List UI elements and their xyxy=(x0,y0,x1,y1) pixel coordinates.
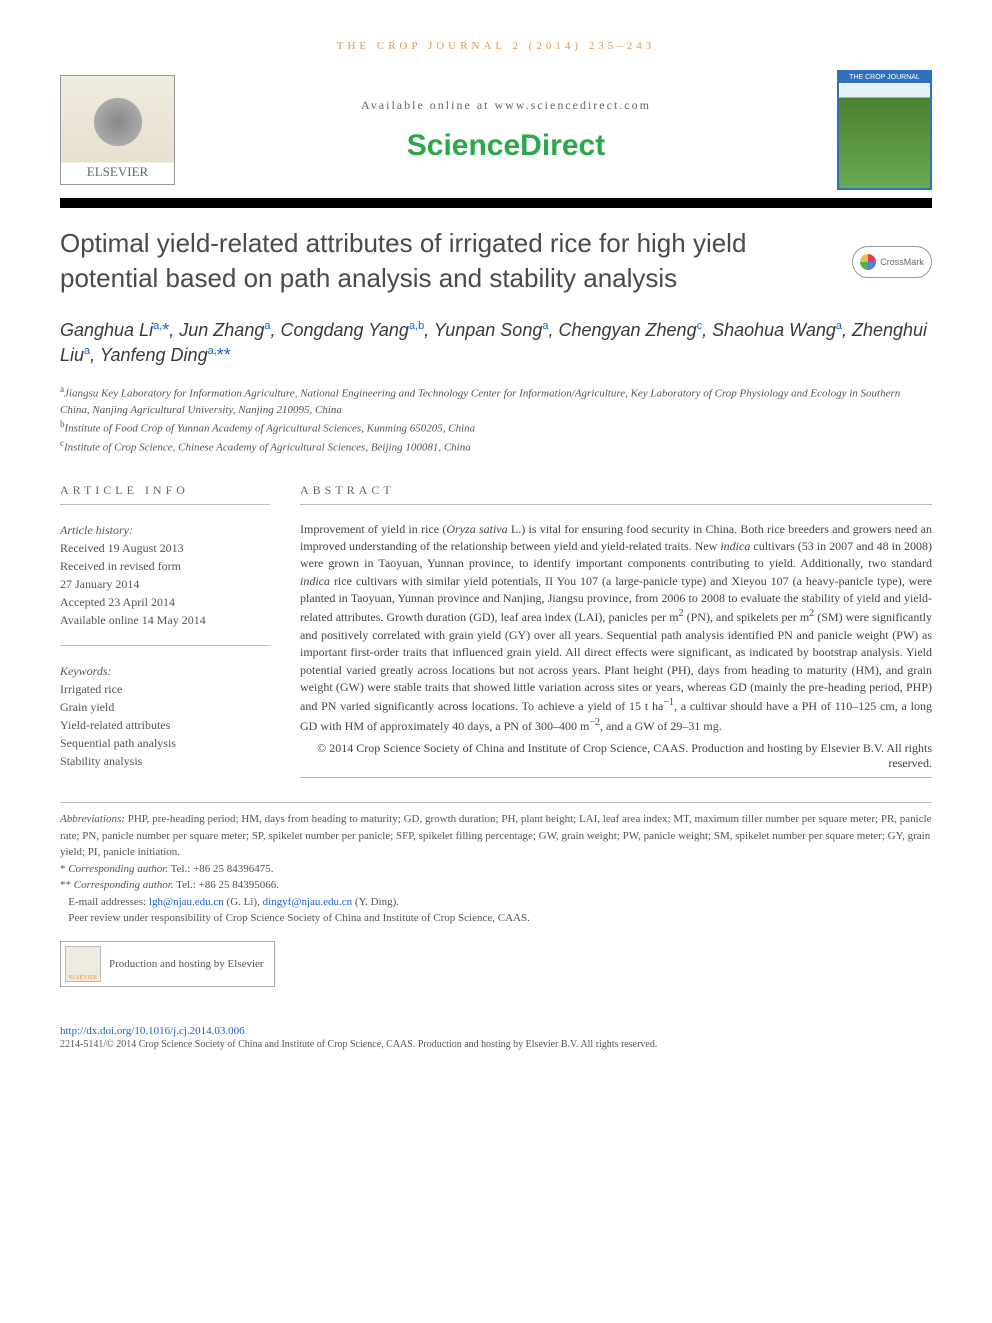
keyword: Yield-related attributes xyxy=(60,716,270,734)
crossmark-badge[interactable]: CrossMark xyxy=(852,246,932,278)
history-line: Received in revised form xyxy=(60,557,270,575)
journal-cover-thumbnail: THE CROP JOURNAL xyxy=(837,70,932,190)
journal-reference: THE CROP JOURNAL 2 (2014) 235–243 xyxy=(60,40,932,52)
available-online-text: Available online at www.sciencedirect.co… xyxy=(175,98,837,113)
corresponding-author-2: ** Corresponding author. Tel.: +86 25 84… xyxy=(60,877,932,894)
elsevier-mini-logo: ELSEVIER xyxy=(65,946,101,982)
divider xyxy=(60,802,932,803)
history-line: Received 19 August 2013 xyxy=(60,539,270,557)
divider-bar xyxy=(60,198,932,208)
abstract-heading: ABSTRACT xyxy=(300,483,932,498)
email-link[interactable]: dingyf@njau.edu.cn xyxy=(263,896,353,908)
history-line: Accepted 23 April 2014 xyxy=(60,593,270,611)
elsevier-logo: ELSEVIER xyxy=(60,75,175,185)
divider xyxy=(300,504,932,505)
affiliation: aJiangsu Key Laboratory for Information … xyxy=(60,383,932,419)
affiliation: bInstitute of Food Crop of Yunnan Academ… xyxy=(60,418,932,437)
tree-icon xyxy=(76,80,160,164)
crossmark-icon xyxy=(860,254,876,270)
peer-review-note: Peer review under responsibility of Crop… xyxy=(60,910,932,927)
crossmark-label: CrossMark xyxy=(880,257,924,267)
hosting-text: Production and hosting by Elsevier xyxy=(109,958,264,970)
history-line: Available online 14 May 2014 xyxy=(60,611,270,629)
affiliations: aJiangsu Key Laboratory for Information … xyxy=(60,383,932,457)
header-row: ELSEVIER Available online at www.science… xyxy=(60,70,932,190)
email-link[interactable]: lgh@njau.edu.cn xyxy=(149,896,224,908)
hosting-box: ELSEVIER Production and hosting by Elsev… xyxy=(60,941,275,987)
keyword: Irrigated rice xyxy=(60,680,270,698)
footnotes: Abbreviations: PHP, pre-heading period; … xyxy=(60,811,932,927)
doi-link[interactable]: http://dx.doi.org/10.1016/j.cj.2014.03.0… xyxy=(60,1025,932,1037)
abstract-col: ABSTRACT Improvement of yield in rice (O… xyxy=(300,483,932,785)
cover-title: THE CROP JOURNAL xyxy=(839,72,930,83)
divider xyxy=(60,504,270,505)
center-header: Available online at www.sciencedirect.co… xyxy=(175,98,837,163)
abbreviations: Abbreviations: PHP, pre-heading period; … xyxy=(60,811,932,861)
article-info-col: ARTICLE INFO Article history: Received 1… xyxy=(60,483,270,785)
email-who: (Y. Ding). xyxy=(355,896,399,908)
keyword: Sequential path analysis xyxy=(60,734,270,752)
history-line: 27 January 2014 xyxy=(60,575,270,593)
keywords-block: Keywords: Irrigated rice Grain yield Yie… xyxy=(60,652,270,780)
emails-label: E-mail addresses: xyxy=(68,896,146,908)
elsevier-label: ELSEVIER xyxy=(87,164,148,180)
authors-list: Ganghua Lia,*, Jun Zhanga, Congdang Yang… xyxy=(60,318,932,368)
corresponding-author-1: * Corresponding author. Tel.: +86 25 843… xyxy=(60,861,932,878)
abstract-copyright: © 2014 Crop Science Society of China and… xyxy=(300,741,932,771)
info-heading: ARTICLE INFO xyxy=(60,483,270,498)
article-history: Article history: Received 19 August 2013… xyxy=(60,511,270,639)
keyword: Grain yield xyxy=(60,698,270,716)
divider xyxy=(60,645,270,646)
emails-line: E-mail addresses: lgh@njau.edu.cn (G. Li… xyxy=(60,894,932,911)
affiliation: cInstitute of Crop Science, Chinese Acad… xyxy=(60,437,932,456)
bottom-copyright: 2214-5141/© 2014 Crop Science Society of… xyxy=(60,1039,932,1050)
title-row: Optimal yield-related attributes of irri… xyxy=(60,226,932,296)
keywords-label: Keywords: xyxy=(60,662,270,680)
history-label: Article history: xyxy=(60,521,270,539)
abstract-text: Improvement of yield in rice (Oryza sati… xyxy=(300,511,932,736)
info-abstract-row: ARTICLE INFO Article history: Received 1… xyxy=(60,483,932,785)
keyword: Stability analysis xyxy=(60,752,270,770)
article-title: Optimal yield-related attributes of irri… xyxy=(60,226,832,296)
email-who: (G. Li), xyxy=(227,896,260,908)
divider xyxy=(300,777,932,778)
sciencedirect-brand: ScienceDirect xyxy=(175,129,837,163)
